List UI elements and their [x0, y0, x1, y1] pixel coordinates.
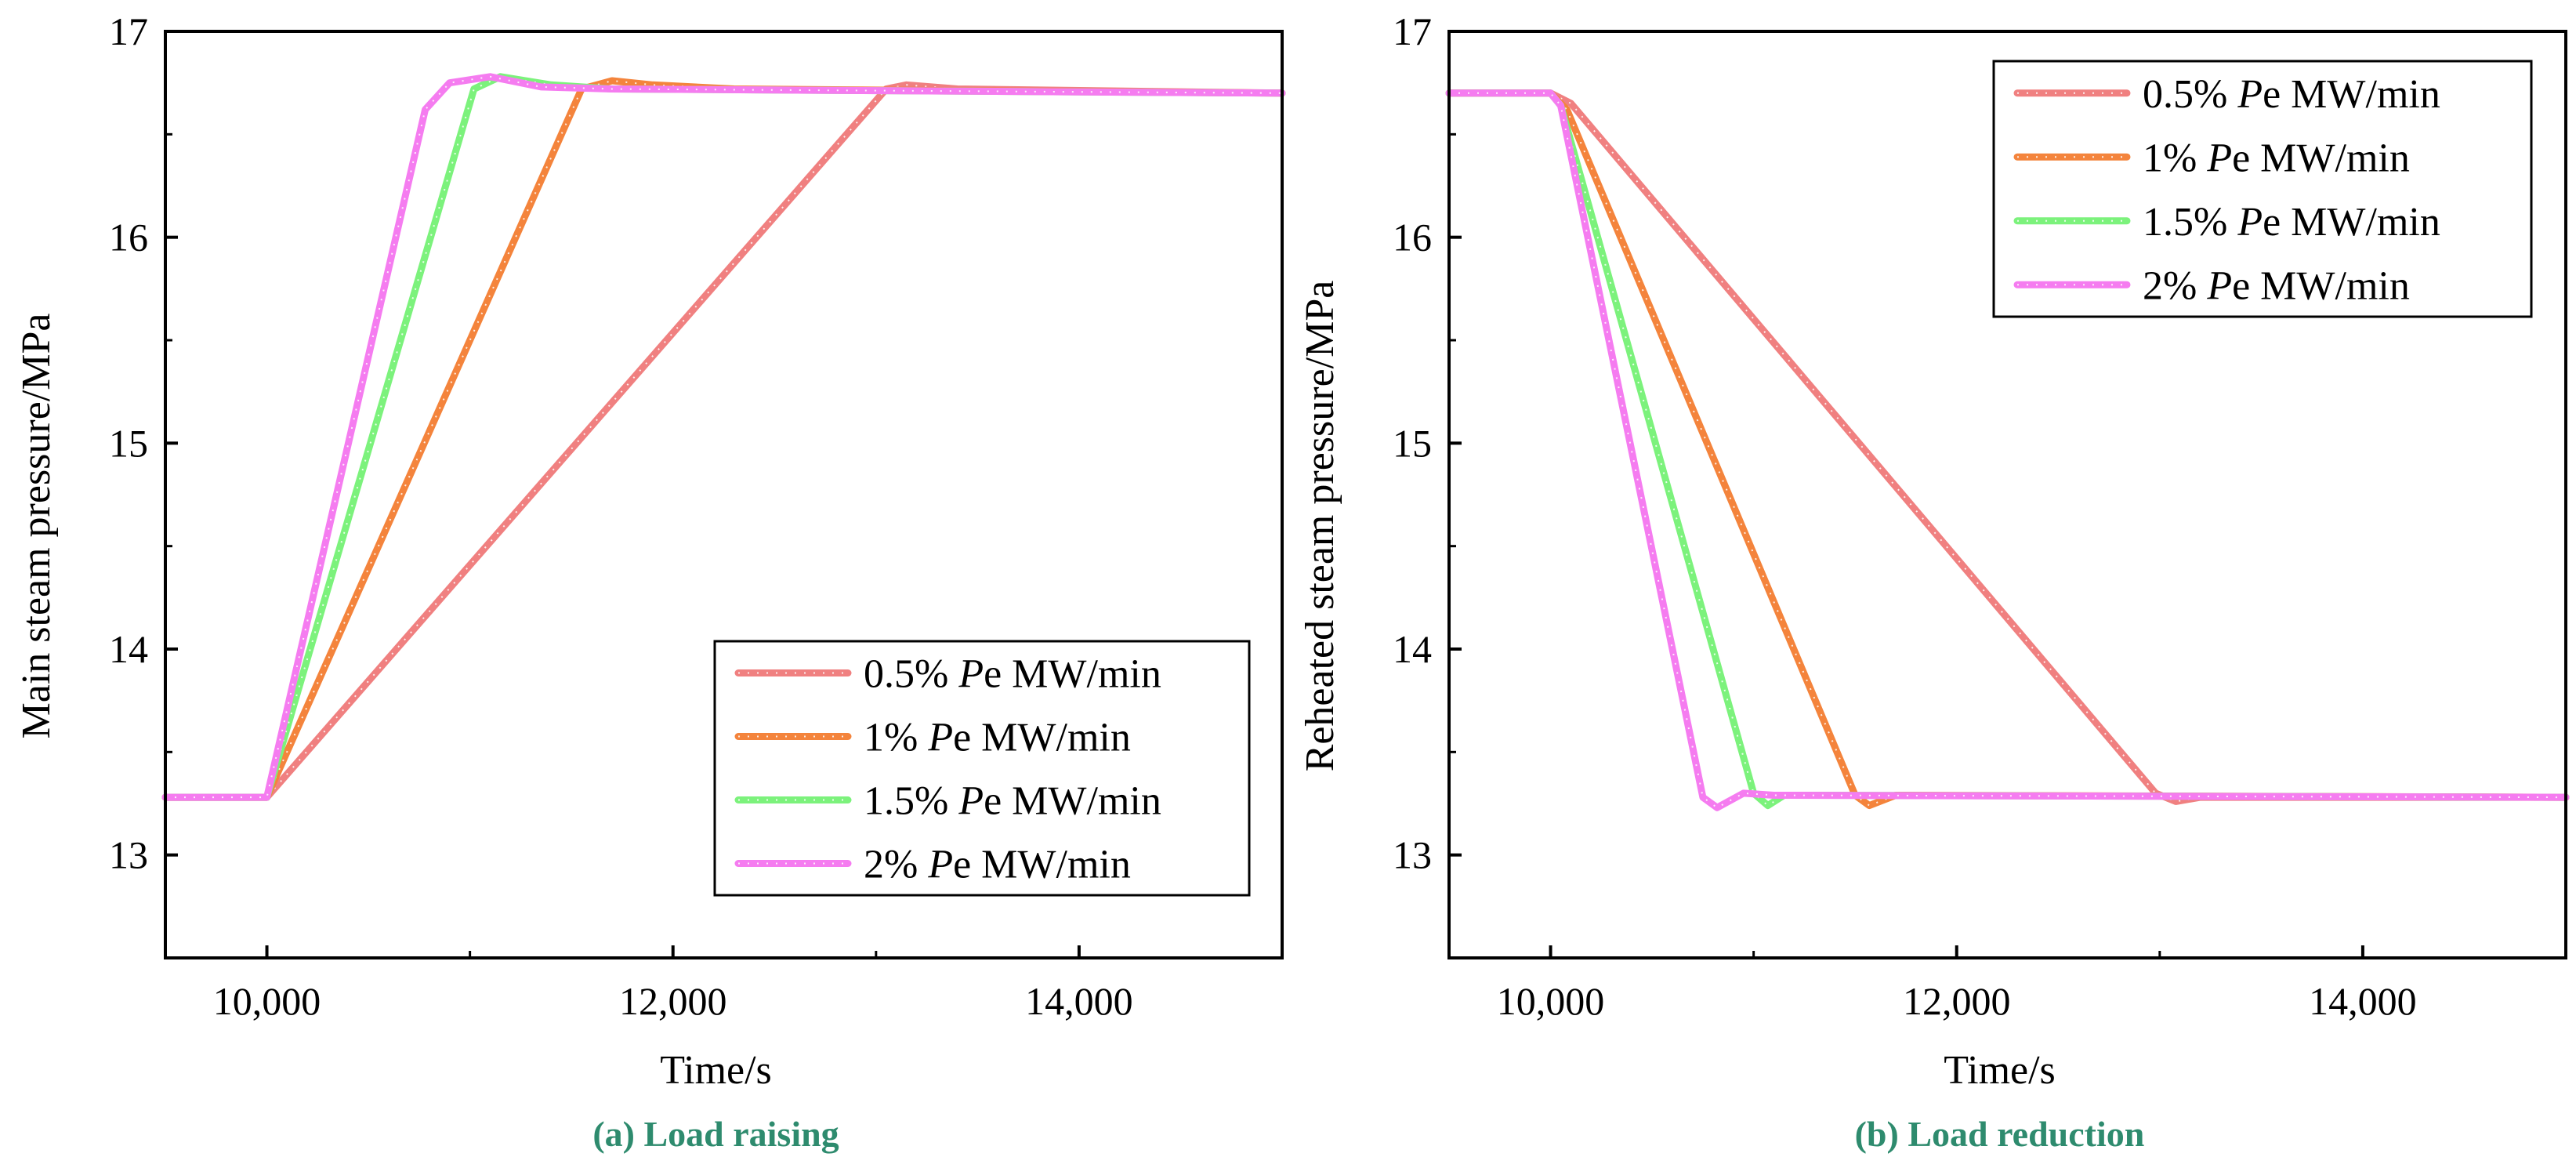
legend-label-1: 1% Pe MW/min: [2143, 136, 2410, 180]
y-tick-label: 15: [109, 421, 148, 465]
y-tick-label: 15: [1393, 421, 1432, 465]
x-axis-label: Time/s: [1944, 1048, 2056, 1093]
y-axis-label: Main steam pressure/MPa: [14, 313, 59, 738]
x-tick-label: 12,000: [1903, 979, 2011, 1023]
y-axis-label: Reheated steam pressure/MPa: [1298, 281, 1342, 772]
chart-panel-1: 10,000 12,000 14,000 13 14 15 16 17 Time/s Reheat…: [1298, 9, 2570, 1154]
x-tick-label: 12,000: [619, 979, 727, 1023]
y-tick-label: 17: [1393, 9, 1432, 53]
x-tick-label: 10,000: [1497, 979, 1605, 1023]
legend-label-3: 2% Pe MW/min: [2143, 263, 2410, 308]
y-tick-label: 13: [1393, 833, 1432, 877]
chart-panel-0: 10,000 12,000 14,000 13 14 15 16 17 Time/s Main s…: [14, 9, 1286, 1154]
legend-label-0: 0.5% Pe MW/min: [864, 652, 1161, 697]
legend-label-3: 2% Pe MW/min: [864, 843, 1131, 887]
y-tick-label: 16: [1393, 216, 1432, 259]
x-tick-label: 10,000: [213, 979, 321, 1023]
series-line-3: [161, 73, 1286, 801]
series-line-markers-3: [1449, 92, 2567, 809]
legend-label-2: 1.5% Pe MW/min: [864, 779, 1161, 824]
plot-frame: [1447, 30, 2567, 959]
y-tick-label: 13: [109, 833, 148, 877]
y-tick-label: 14: [109, 627, 148, 671]
legend: 0.5% Pe MW/min 1% Pe MW/min 1.5% Pe MW/min…: [713, 640, 1251, 897]
x-tick-label: 14,000: [1025, 979, 1133, 1023]
figure-caption: (b) Load reduction: [1855, 1114, 2145, 1154]
x-tick-label: 14,000: [2309, 979, 2417, 1023]
legend-label-1: 1% Pe MW/min: [864, 716, 1131, 760]
x-axis-label: Time/s: [660, 1048, 772, 1093]
legend-box: [713, 640, 1251, 897]
legend: 0.5% Pe MW/min 1% Pe MW/min 1.5% Pe MW/min…: [1992, 60, 2533, 318]
y-tick-label: 14: [1393, 627, 1432, 671]
figure-caption: (a) Load raising: [592, 1114, 839, 1154]
y-tick-label: 17: [109, 9, 148, 53]
legend-label-0: 0.5% Pe MW/min: [2143, 72, 2440, 117]
y-tick-label: 16: [109, 216, 148, 259]
legend-box: [1992, 60, 2533, 318]
plot-frame: [164, 30, 1284, 959]
legend-label-2: 1.5% Pe MW/min: [2143, 200, 2440, 245]
